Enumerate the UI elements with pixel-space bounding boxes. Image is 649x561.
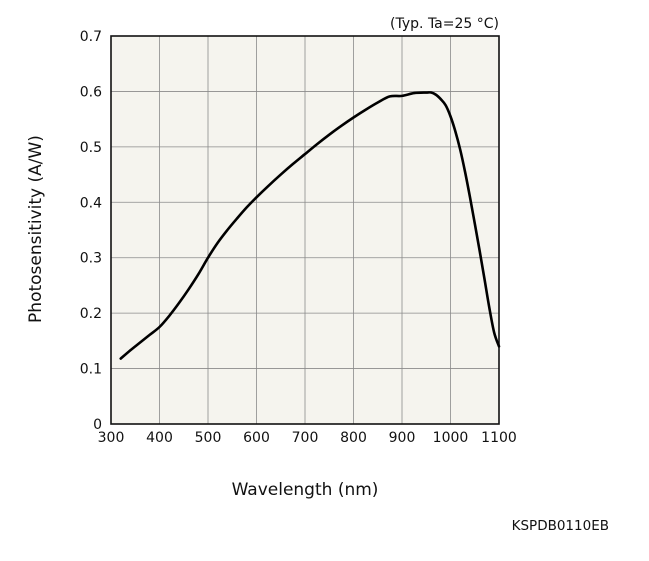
x-tick-label: 600 [243, 430, 270, 446]
x-axis-ticks: 300 400 500 600 700 800 900 1000 1100 [98, 430, 517, 446]
x-tick-label: 1100 [481, 430, 517, 446]
series-line-photosensitivity [119, 91, 501, 360]
condition-note: (Typ. Ta=25 °C) [390, 16, 499, 32]
y-tick-label: 0.4 [80, 195, 102, 211]
x-tick-label: 700 [292, 430, 319, 446]
x-tick-label: 300 [98, 430, 125, 446]
y-tick-label: 0.5 [80, 140, 102, 156]
x-tick-label: 800 [340, 430, 367, 446]
x-axis-title: Wavelength (nm) [232, 480, 379, 500]
y-tick-label: 0.2 [80, 306, 102, 322]
y-tick-label: 0.3 [80, 251, 102, 267]
x-tick-label: 500 [195, 430, 222, 446]
x-tick-label: 1000 [433, 430, 469, 446]
y-tick-label: 0.6 [80, 84, 102, 100]
x-tick-label: 400 [146, 430, 173, 446]
y-tick-label: 0.1 [80, 362, 102, 378]
grid-lines [111, 36, 499, 424]
y-axis-title: Photosensitivity (A/W) [26, 135, 46, 323]
plot-frame [110, 35, 500, 425]
y-tick-label: 0.7 [80, 29, 102, 45]
document-code: KSPDB0110EB [512, 518, 609, 534]
x-tick-label: 900 [389, 430, 416, 446]
y-axis-ticks: 0 0.1 0.2 0.3 0.4 0.5 0.6 0.7 [80, 29, 102, 433]
y-tick-label: 0 [93, 417, 102, 433]
